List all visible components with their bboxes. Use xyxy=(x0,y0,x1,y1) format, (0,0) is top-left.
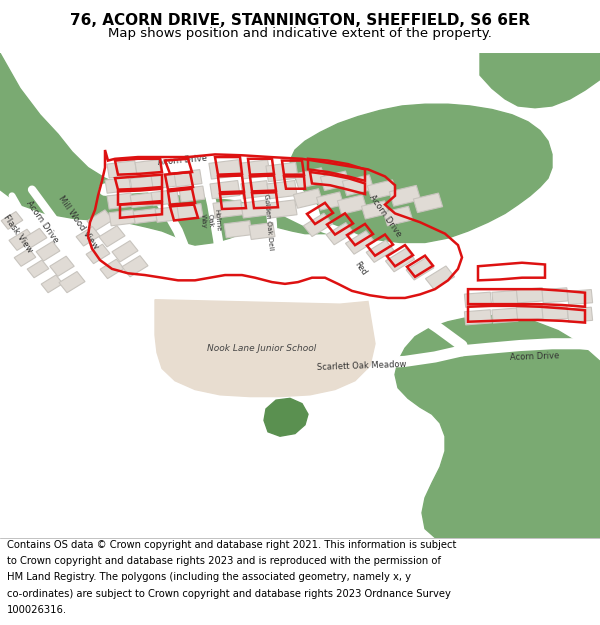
Bar xyxy=(294,168,326,189)
Bar xyxy=(107,193,133,209)
Polygon shape xyxy=(0,53,318,245)
Polygon shape xyxy=(395,316,600,538)
Bar xyxy=(27,260,49,278)
Bar xyxy=(179,186,205,202)
Polygon shape xyxy=(264,398,308,436)
Bar xyxy=(361,201,389,219)
Bar xyxy=(413,193,443,213)
Bar xyxy=(105,177,131,193)
Text: Scarlett Oak Meadow: Scarlett Oak Meadow xyxy=(317,360,407,372)
Bar xyxy=(109,210,135,226)
Bar xyxy=(385,248,415,272)
Text: Nook Lane Junior School: Nook Lane Junior School xyxy=(208,344,317,352)
Bar xyxy=(14,249,36,266)
Text: Golden Oak Dell: Golden Oak Dell xyxy=(263,194,274,251)
Bar xyxy=(366,240,394,262)
Bar xyxy=(492,308,518,323)
Bar xyxy=(568,307,593,322)
Text: Acorn Drive: Acorn Drive xyxy=(157,154,207,168)
Bar xyxy=(99,226,125,247)
Text: Contains OS data © Crown copyright and database right 2021. This information is : Contains OS data © Crown copyright and d… xyxy=(7,540,457,550)
Bar xyxy=(464,310,491,325)
Bar xyxy=(542,288,568,303)
Bar xyxy=(326,222,354,245)
Bar xyxy=(266,162,298,182)
Bar xyxy=(316,192,344,210)
Bar xyxy=(337,195,367,214)
Bar xyxy=(517,306,544,321)
Text: Mill Wood View: Mill Wood View xyxy=(56,194,100,251)
Bar xyxy=(112,241,138,262)
Text: Acorn Drive: Acorn Drive xyxy=(510,352,560,362)
Bar xyxy=(492,291,518,306)
Polygon shape xyxy=(480,53,600,108)
Bar xyxy=(517,288,544,303)
Text: 100026316.: 100026316. xyxy=(7,605,67,615)
Text: Red: Red xyxy=(352,261,368,278)
Bar xyxy=(406,258,434,280)
Bar xyxy=(224,221,252,238)
Bar xyxy=(464,292,491,308)
Polygon shape xyxy=(155,300,375,397)
Text: co-ordinates) are subject to Crown copyright and database rights 2023 Ordnance S: co-ordinates) are subject to Crown copyr… xyxy=(7,589,451,599)
Bar xyxy=(241,181,269,199)
Text: to Crown copyright and database rights 2023 and is reproduced with the permissio: to Crown copyright and database rights 2… xyxy=(7,556,441,566)
Bar xyxy=(130,176,154,191)
Bar xyxy=(304,213,332,237)
Bar xyxy=(59,271,85,292)
Text: Flask View: Flask View xyxy=(2,213,34,254)
Text: Acorn Drive: Acorn Drive xyxy=(367,193,403,239)
Text: Holme
Oak
Way: Holme Oak Way xyxy=(199,208,221,232)
Bar xyxy=(151,173,179,189)
Bar xyxy=(241,200,269,218)
Bar xyxy=(107,161,137,178)
Text: HM Land Registry. The polygons (including the associated geometry, namely x, y: HM Land Registry. The polygons (includin… xyxy=(7,572,411,582)
Text: 76, ACORN DRIVE, STANNINGTON, SHEFFIELD, S6 6ER: 76, ACORN DRIVE, STANNINGTON, SHEFFIELD,… xyxy=(70,13,530,28)
Bar xyxy=(135,159,161,176)
Bar xyxy=(383,206,413,226)
Bar xyxy=(210,181,240,199)
Bar xyxy=(41,275,63,292)
Bar xyxy=(267,200,297,218)
Bar xyxy=(23,228,47,248)
Bar xyxy=(100,259,124,279)
Bar xyxy=(76,227,100,246)
Bar xyxy=(209,159,241,179)
Bar xyxy=(130,192,154,208)
Bar xyxy=(320,171,350,191)
Text: Acorn Drive: Acorn Drive xyxy=(24,199,60,245)
Bar xyxy=(1,212,23,229)
Bar xyxy=(542,306,568,321)
Bar xyxy=(87,210,113,231)
Text: Map shows position and indicative extent of the property.: Map shows position and indicative extent… xyxy=(108,27,492,40)
Bar xyxy=(133,209,157,224)
Bar xyxy=(174,169,202,187)
Bar xyxy=(122,256,148,277)
Bar xyxy=(151,189,179,206)
Bar xyxy=(177,204,203,219)
Bar xyxy=(346,231,374,254)
Bar xyxy=(367,180,397,199)
Bar xyxy=(267,181,297,199)
Bar xyxy=(9,229,35,251)
Bar xyxy=(240,160,270,179)
Bar xyxy=(36,241,60,261)
Bar xyxy=(568,289,593,304)
Bar xyxy=(213,200,243,218)
Bar xyxy=(342,175,374,196)
Bar xyxy=(389,186,421,206)
Bar xyxy=(155,206,181,222)
Bar xyxy=(249,222,275,239)
Polygon shape xyxy=(290,104,552,242)
Bar xyxy=(425,266,455,289)
Bar xyxy=(293,189,323,208)
Bar xyxy=(50,256,74,276)
Bar xyxy=(86,244,110,264)
